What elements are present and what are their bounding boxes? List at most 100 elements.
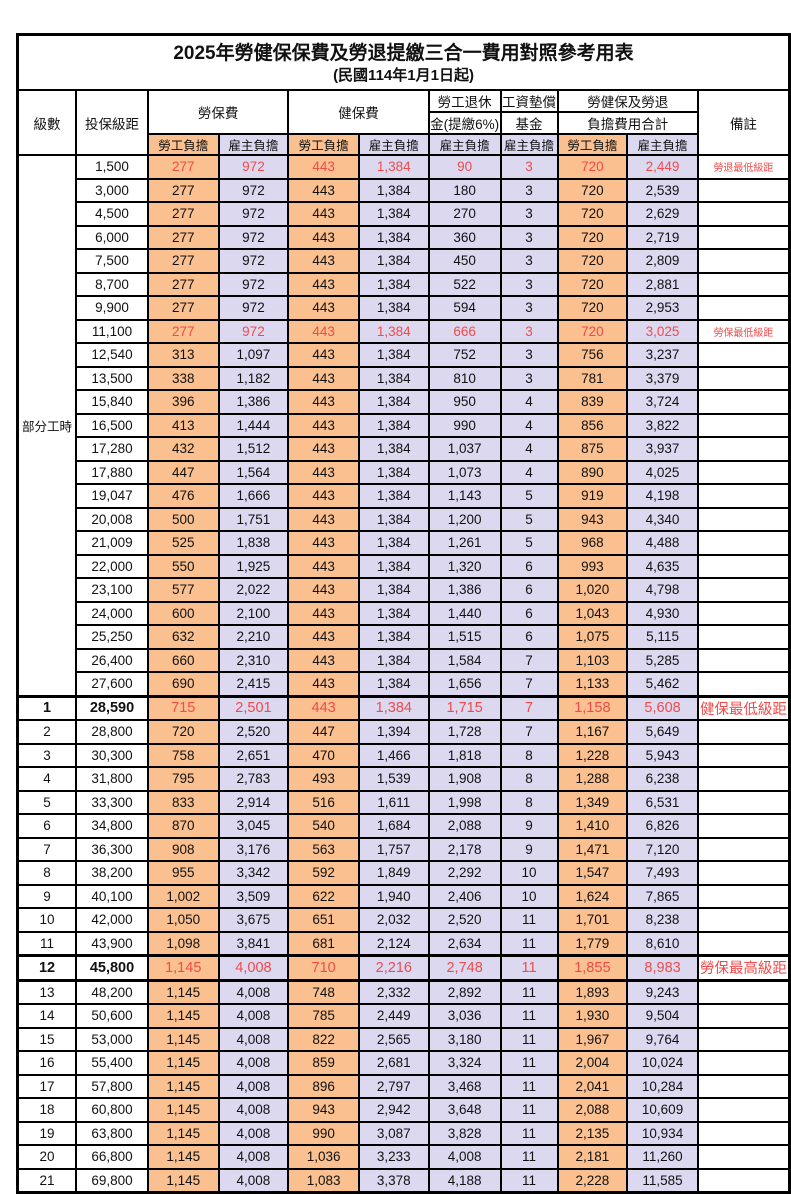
labor-employer-cell: 2,783 (217, 766, 290, 792)
wage-fund-employer-cell: 8 (499, 742, 559, 768)
labor-employer-cell: 4,008 (217, 1003, 290, 1029)
pension-employer-cell: 1,908 (427, 766, 502, 792)
total-employer-cell: 9,764 (626, 1026, 699, 1052)
labor-employer-cell: 4,008 (217, 1097, 290, 1123)
wage-fund-employer-cell: 7 (499, 647, 559, 673)
bracket-cell: 33,300 (75, 789, 149, 815)
page-title: 2025年勞健保保費及勞退提繳三合一費用對照參考用表 (173, 43, 634, 65)
health-employee-cell: 540 (287, 813, 360, 839)
total-employee-cell: 756 (556, 342, 629, 368)
health-employer-cell: 2,942 (357, 1097, 430, 1123)
remark-cell (696, 979, 791, 1005)
level-cell: 4 (16, 766, 78, 792)
pension-employer-cell: 594 (427, 295, 502, 321)
wage-fund-employer-cell: 11 (499, 1050, 559, 1076)
wage-fund-employer-cell: 11 (499, 1097, 559, 1123)
health-employee-cell: 990 (287, 1120, 360, 1146)
labor-employee-cell: 833 (146, 789, 220, 815)
total-employer-cell: 11,585 (626, 1167, 699, 1194)
total-employee-cell: 1,410 (556, 813, 629, 839)
labor-employer-cell: 972 (217, 248, 290, 274)
health-employee-cell: 443 (287, 177, 360, 203)
table-row: 6,000 277 972 443 1,384 360 3 720 2,719 (18, 224, 791, 250)
table-row: 10 42,000 1,050 3,675 651 2,032 2,520 11 1,701 8,… (16, 907, 791, 933)
health-employer-cell: 1,539 (357, 766, 430, 792)
bracket-cell: 3,000 (75, 177, 149, 203)
total-employee-cell: 1,624 (556, 883, 629, 909)
labor-employer-cell: 972 (217, 177, 290, 203)
total-employer-cell: 5,285 (626, 647, 699, 673)
bracket-cell: 48,200 (75, 979, 149, 1005)
health-employee-cell: 443 (287, 624, 360, 650)
level-cell: 15 (16, 1026, 78, 1052)
labor-employer-cell: 2,501 (217, 694, 290, 721)
labor-employee-cell: 1,145 (146, 1073, 220, 1099)
labor-employee-cell: 1,145 (146, 1050, 220, 1076)
labor-employee-cell: 715 (146, 694, 220, 721)
subheader-labor-employer: 雇主負擔 (217, 133, 290, 156)
bracket-cell: 1,500 (75, 154, 149, 180)
bracket-cell: 11,100 (75, 318, 149, 344)
total-employer-cell: 7,865 (626, 883, 699, 909)
labor-employer-cell: 4,008 (217, 979, 290, 1005)
labor-employee-cell: 277 (146, 295, 220, 321)
pension-employer-cell: 1,440 (427, 600, 502, 626)
labor-employee-cell: 955 (146, 860, 220, 886)
health-employer-cell: 2,216 (357, 954, 430, 982)
remark-cell (696, 1144, 791, 1170)
health-employer-cell: 2,797 (357, 1073, 430, 1099)
remark-cell (696, 412, 791, 438)
labor-employee-cell: 1,145 (146, 979, 220, 1005)
health-employer-cell: 1,849 (357, 860, 430, 886)
total-employee-cell: 720 (556, 295, 629, 321)
labor-employee-cell: 476 (146, 483, 220, 509)
remark-cell (696, 201, 791, 227)
total-employer-cell: 6,238 (626, 766, 699, 792)
remark-cell: 勞退最低級距 (696, 154, 791, 180)
health-employee-cell: 681 (287, 930, 360, 957)
reference-table-sheet: 2025年勞健保保費及勞退提繳三合一費用對照參考用表 (民國114年1月1日起)… (16, 33, 791, 1194)
health-employee-cell: 592 (287, 860, 360, 886)
pension-employer-cell: 1,386 (427, 577, 502, 603)
health-employer-cell: 1,384 (357, 671, 430, 697)
table-row: 4,500 277 972 443 1,384 270 3 720 2,629 (18, 201, 791, 227)
labor-employer-cell: 972 (217, 224, 290, 250)
total-employee-cell: 875 (556, 436, 629, 462)
table-row: 18 60,800 1,145 4,008 943 2,942 3,648 11 2,088 10… (16, 1097, 791, 1123)
total-employee-cell: 1,855 (556, 954, 629, 982)
remark-cell (696, 719, 791, 745)
bracket-cell: 57,800 (75, 1073, 149, 1099)
pension-employer-cell: 4,188 (427, 1167, 502, 1194)
bracket-cell: 24,000 (75, 600, 149, 626)
labor-employee-cell: 1,145 (146, 1097, 220, 1123)
remark-cell (696, 1003, 791, 1029)
bracket-cell: 31,800 (75, 766, 149, 792)
pension-employer-cell: 1,656 (427, 671, 502, 697)
remark-cell (696, 530, 791, 556)
total-employee-cell: 943 (556, 506, 629, 532)
total-employee-cell: 720 (556, 271, 629, 297)
health-employee-cell: 443 (287, 694, 360, 721)
total-employee-cell: 1,701 (556, 907, 629, 933)
table-row: 19,047 476 1,666 443 1,384 1,143 5 919 4,198 (18, 483, 791, 509)
total-employee-cell: 856 (556, 412, 629, 438)
remark-cell (696, 1120, 791, 1146)
total-employee-cell: 1,133 (556, 671, 629, 697)
level-cell: 9 (16, 883, 78, 909)
total-employee-cell: 1,288 (556, 766, 629, 792)
col-header-level: 級數 (16, 89, 78, 156)
wage-fund-employer-cell: 7 (499, 719, 559, 745)
pension-employer-cell: 1,515 (427, 624, 502, 650)
labor-employer-cell: 1,925 (217, 553, 290, 579)
table-row: 2 28,800 720 2,520 447 1,394 1,728 7 1,167 5,649 (16, 719, 791, 745)
wage-fund-employer-cell: 11 (499, 907, 559, 933)
wage-fund-employer-cell: 11 (499, 930, 559, 957)
remark-cell (696, 389, 791, 415)
labor-employer-cell: 4,008 (217, 1050, 290, 1076)
health-employer-cell: 1,384 (357, 365, 430, 391)
table-row: 9 40,100 1,002 3,509 622 1,940 2,406 10 1,624 7,8… (16, 883, 791, 909)
total-employee-cell: 720 (556, 318, 629, 344)
remark-cell (696, 1167, 791, 1194)
pension-employer-cell: 1,143 (427, 483, 502, 509)
table-row: 17 57,800 1,145 4,008 896 2,797 3,468 11 2,041 10… (16, 1073, 791, 1099)
